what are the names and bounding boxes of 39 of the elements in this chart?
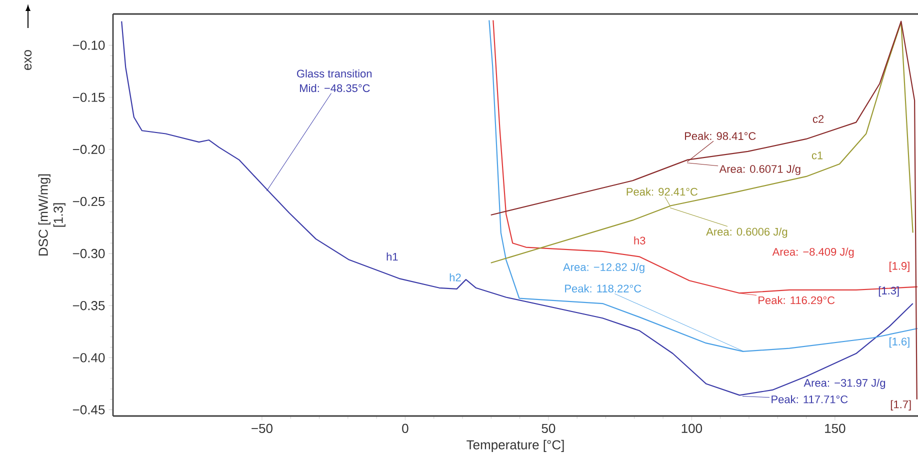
annotation: [1.7] [890, 400, 911, 410]
x-tick-label: 50 [542, 424, 556, 434]
x-tick-label: 150 [825, 424, 846, 434]
annotation: Area: −8.409 J/g [772, 248, 854, 258]
annotation: Peak: 92.41°C [626, 188, 698, 196]
annotation: [1.9] [890, 262, 910, 272]
y-tick-label: −0.25 [72, 196, 105, 206]
annotation: Peak: 118.22°C [565, 284, 642, 292]
annotation: Mid: −48.35°C [300, 84, 370, 92]
annotation: Area: 0.6006 J/g [706, 228, 788, 238]
line-series [121, 20, 914, 396]
y-tick-label: −0.30 [72, 248, 105, 258]
annotation: Peak: 98.41°C [685, 132, 756, 140]
annotation: Peak: 116.29°C [758, 296, 835, 304]
series-label: c2 [812, 115, 824, 123]
annotation: [1.6] [890, 337, 910, 348]
y-tick-label: −0.15 [72, 92, 105, 102]
annotation: Area: −12.82 J/g [563, 262, 644, 274]
annotation: [1.3] [878, 286, 899, 297]
annotation: Glass transition [297, 69, 372, 78]
y-tick-label: −0.35 [72, 301, 105, 310]
y-tick-label: −0.45 [72, 405, 105, 414]
x-axis-title: Temperature [°C] [466, 440, 564, 452]
series-label: c1 [812, 152, 823, 160]
series-label: h3 [634, 236, 646, 244]
y-tick-label: −0.10 [72, 40, 105, 50]
y-tick-label: −0.20 [72, 144, 105, 154]
text: [1.3] [53, 203, 66, 227]
annotation: Area: −31.97 J/g [804, 378, 886, 389]
annotation: Peak: 117.71°C [772, 395, 848, 404]
text: exo [24, 50, 32, 70]
y-axis-title: DSC [mW/mg] [38, 174, 50, 256]
annotation: Area: 0.6071 J/g [719, 164, 800, 176]
text: h2 [450, 273, 461, 282]
x-tick-label: −50 [252, 424, 272, 434]
x-tick-label: 100 [682, 424, 702, 434]
y-tick-label: −0.40 [72, 353, 105, 362]
x-tick-label: 0 [402, 424, 408, 434]
series-label: h1 [386, 252, 398, 261]
